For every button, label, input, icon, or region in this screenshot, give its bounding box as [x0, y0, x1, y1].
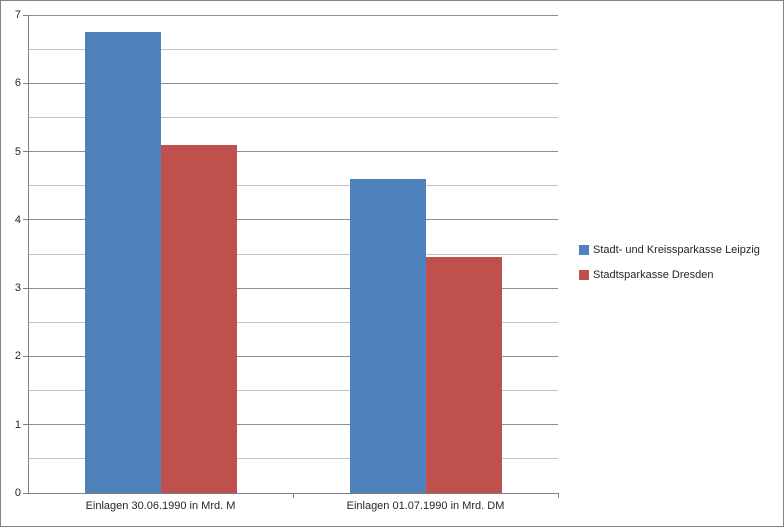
legend-item-dresden: Stadtsparkasse Dresden: [579, 269, 760, 281]
y-axis-tick: [23, 219, 28, 221]
y-gridline-major: [28, 424, 558, 426]
legend: Stadt- und Kreissparkasse Leipzig Stadts…: [579, 244, 760, 294]
y-gridline-minor: [28, 253, 558, 255]
y-axis-tick-label: 4: [14, 213, 21, 226]
y-axis-tick: [23, 492, 28, 494]
y-gridline-minor: [28, 48, 558, 50]
x-axis-category-tick: [557, 493, 559, 498]
y-gridline-major: [28, 287, 558, 289]
x-axis-category-tick: [292, 493, 294, 498]
y-axis-tick: [23, 14, 28, 16]
y-axis-tick: [23, 287, 28, 289]
y-gridline-major: [28, 82, 558, 84]
legend-swatch-dresden-icon: [579, 270, 589, 280]
y-axis-tick: [23, 355, 28, 357]
y-axis-tick: [23, 424, 28, 426]
y-gridline-major: [28, 151, 558, 153]
legend-item-leipzig: Stadt- und Kreissparkasse Leipzig: [579, 244, 760, 256]
bar-series-2-category-2: [425, 257, 502, 493]
y-axis-tick-label: 7: [14, 9, 21, 21]
bar-series-1-category-1: [84, 32, 161, 493]
y-axis-tick-label: 3: [14, 282, 21, 295]
y-axis-tick: [23, 151, 28, 153]
x-axis-label-category-1: Einlagen 30.06.1990 in Mrd. M: [85, 500, 236, 512]
y-axis-line: [28, 15, 29, 493]
y-gridline-minor: [28, 116, 558, 118]
y-gridline-major: [28, 219, 558, 221]
y-gridline-major: [28, 14, 558, 16]
x-axis-label-category-2: Einlagen 01.07.1990 in Mrd. DM: [346, 500, 505, 512]
bar-series-2-category-1: [160, 144, 237, 493]
legend-label-dresden: Stadtsparkasse Dresden: [593, 269, 714, 281]
y-gridline-major: [28, 355, 558, 357]
y-axis-tick-label: 5: [14, 145, 21, 158]
y-gridline-minor: [28, 390, 558, 392]
y-gridline-minor: [28, 321, 558, 323]
y-axis-tick: [23, 82, 28, 84]
y-gridline-minor: [28, 458, 558, 460]
y-gridline-minor: [28, 185, 558, 187]
y-axis-tick-label: 6: [14, 77, 21, 90]
bar-series-1-category-2: [349, 178, 426, 493]
legend-swatch-leipzig-icon: [579, 245, 589, 255]
legend-label-leipzig: Stadt- und Kreissparkasse Leipzig: [593, 244, 760, 256]
y-axis-tick-label: 0: [14, 487, 21, 499]
y-axis-tick-label: 2: [14, 350, 21, 363]
y-axis-tick-label: 1: [14, 418, 21, 431]
